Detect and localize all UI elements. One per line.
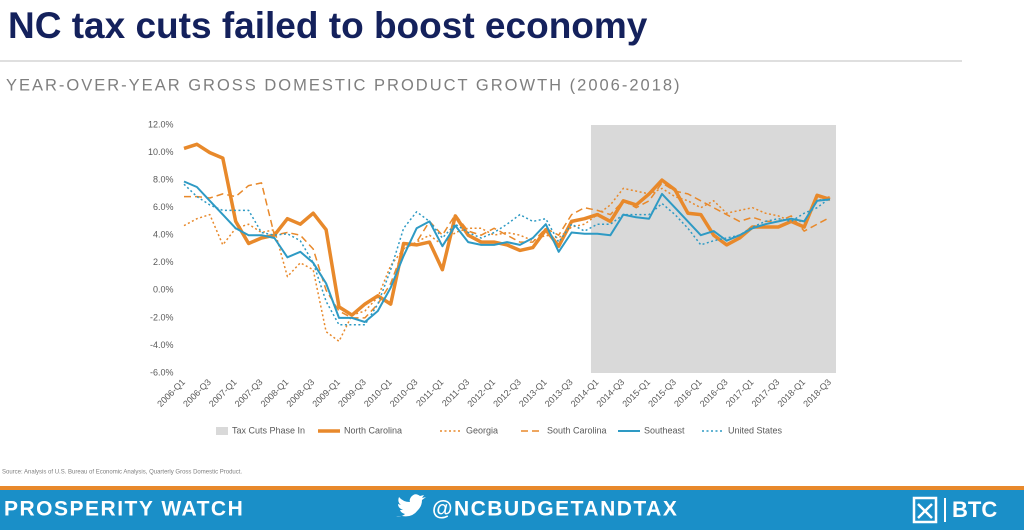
legend-swatch <box>216 427 228 435</box>
footer-handle: @NCBUDGETANDTAX <box>432 498 678 521</box>
y-tick-label: -4.0% <box>150 340 174 350</box>
btc-logo <box>912 496 938 524</box>
series-line <box>184 182 831 319</box>
series-line <box>183 180 831 323</box>
y-tick-label: 12.0% <box>148 119 174 129</box>
btc-logo-mark <box>917 503 933 519</box>
footer-bar <box>0 490 1024 530</box>
legend-label: United States <box>728 425 783 435</box>
footer-stripe <box>0 486 1024 490</box>
legend-label: South Carolina <box>547 425 607 435</box>
twitter-icon <box>396 494 426 517</box>
footer-left: PROSPERITY WATCH <box>4 498 244 521</box>
y-tick-label: -2.0% <box>150 312 174 322</box>
x-tick-label: 2018-Q3 <box>801 377 833 409</box>
slide-title: NC tax cuts failed to boost economy <box>8 5 648 46</box>
source-note: Source: Analysis of U.S. Bureau of Econo… <box>2 470 242 476</box>
y-tick-label: 2.0% <box>153 257 174 267</box>
footer-right: BTC <box>952 497 997 522</box>
chart-title: YEAR-OVER-YEAR GROSS DOMESTIC PRODUCT GR… <box>6 76 682 94</box>
y-tick-label: 10.0% <box>148 147 174 157</box>
y-tick-label: 6.0% <box>153 202 174 212</box>
x-tick-label: 2010-Q3 <box>388 377 420 409</box>
legend-label: Southeast <box>644 425 685 435</box>
y-tick-label: -6.0% <box>150 367 174 377</box>
legend-label: Tax Cuts Phase In <box>232 425 305 435</box>
series-line <box>183 142 831 317</box>
y-tick-label: 4.0% <box>153 230 174 240</box>
legend-label: Georgia <box>466 425 498 435</box>
legend-label: North Carolina <box>344 425 402 435</box>
x-tick-label: 2011-Q1 <box>414 377 445 408</box>
shade-region <box>590 125 836 373</box>
y-tick-label: 8.0% <box>153 174 174 184</box>
y-tick-label: 0.0% <box>153 285 174 295</box>
